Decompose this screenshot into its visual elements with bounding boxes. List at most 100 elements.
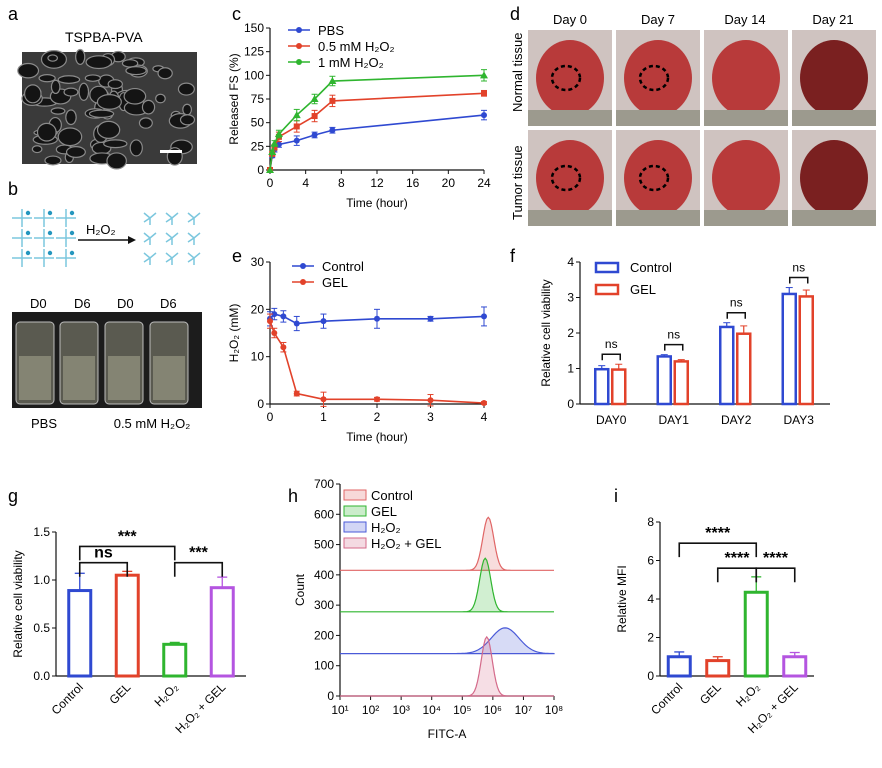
y-tick-label: 0 [257,397,264,411]
panel-label-g: g [8,486,18,506]
significance-bracket [664,343,684,351]
y-axis-label: Relative cell viability [539,279,553,386]
data-point [481,400,487,407]
significance-label: ns [605,337,618,351]
x-tick-label: 4 [302,176,309,190]
panel-label-i: i [614,486,618,506]
bar-chart-f: 0 1 2 3 4 Relative cell viability DAY0 ns DAY1 ns… [539,255,830,427]
x-tick-label: 10³ [392,703,409,717]
x-tick-label: H₂O₂ + GEL [172,680,228,736]
data-point [311,113,318,120]
ruler [704,110,788,126]
x-tick-label: H₂O₂ [152,680,181,709]
histogram-chart-h: 0 100 200 300 400 500 600 700 Count 10¹ 10² 10³ 10⁴ 1… [293,477,563,741]
y-tick-label: 3 [567,291,574,305]
scale-bar [160,150,182,153]
legend-swatch [594,261,620,274]
bar [162,642,188,678]
significance-label: **** [763,550,789,567]
significance-label: ns [730,296,743,310]
data-point [374,315,380,322]
panel-label-d: d [510,4,520,24]
significance-label: **** [705,525,731,542]
bar [594,367,610,406]
x-tick-label: 0 [267,410,274,424]
legend-label: H₂O₂ [371,520,401,535]
histogram-trace [340,516,554,571]
legend-label: 0.5 mM H₂O₂ [318,39,395,54]
y-tick-label: 200 [314,628,334,642]
x-tick-label: DAY1 [659,413,690,427]
bar [611,368,627,406]
y-tick-label: 400 [314,568,334,582]
bar [67,589,93,678]
ruler [704,210,788,226]
series-line [269,320,485,404]
y-tick-label: 600 [314,507,334,521]
significance-label: **** [725,550,751,567]
x-axis-label: Time (hour) [346,430,408,444]
y-tick-label: 0.0 [33,669,50,683]
histogram-trace [340,635,554,697]
panel-label-a: a [8,4,19,24]
bar [782,655,808,678]
ruler [616,110,700,126]
condition-h2o2: 0.5 mM H₂O₂ [114,416,191,431]
significance-bracket [78,561,129,577]
row-label-tumor: Tumor tissue [510,145,525,220]
data-point [480,71,488,79]
x-tick-label: 10⁴ [422,703,441,717]
day-header-14: Day 14 [724,12,765,27]
significance-bracket [678,542,758,558]
data-point [292,111,301,119]
x-tick-label: Control [49,680,86,717]
significance-bracket [601,353,621,361]
significance-label: ns [792,261,805,275]
legend-label: GEL [322,275,348,290]
y-axis-label: Relative cell viability [11,550,25,657]
sem-image [17,48,197,170]
legend-label: Control [630,260,672,275]
y-tick-label: 0.5 [33,621,50,635]
y-tick-label: 0 [647,669,654,683]
y-tick-label: 1.5 [33,525,50,539]
data-point [271,311,278,318]
tumor-outline [550,64,582,92]
x-tick-label: 10² [362,703,379,717]
legend-swatch [343,521,367,533]
y-tick-label: 100 [244,68,264,82]
x-axis-label: FITC-A [428,727,467,741]
degraded-network-schematic [143,212,201,265]
y-tick-label: 100 [314,659,334,673]
ruler [616,210,700,226]
data-point [293,390,300,397]
legend-swatch [343,505,367,517]
x-tick-label: GEL [697,680,724,707]
y-axis-label: H₂O₂ (mM) [227,304,241,363]
x-tick-label: DAY2 [721,413,752,427]
bar [673,360,689,406]
data-point [427,397,434,404]
data-point [280,313,287,320]
panel-label-f: f [510,246,516,266]
legend-label: Control [322,259,364,274]
bar [719,325,735,406]
day-header-0: Day 0 [553,12,587,27]
significance-bracket [755,567,796,583]
reagent-label: H₂O₂ [86,222,116,237]
vial-label-d0-h2o2: D0 [117,296,134,311]
x-tick-label: 10⁵ [453,703,471,717]
legend-label: GEL [630,282,656,297]
significance-label: ns [94,545,113,562]
ruler [792,210,876,226]
data-point [266,166,274,173]
panel-label-c: c [232,4,241,24]
x-tick-label: 10⁷ [515,703,533,717]
y-tick-label: 700 [314,477,334,491]
bar [209,586,235,678]
data-point [271,330,278,336]
x-tick-label: 10⁶ [484,703,502,717]
vial-label-d6-pbs: D6 [74,296,91,311]
bar [798,295,814,406]
x-tick-label: 4 [481,410,488,424]
